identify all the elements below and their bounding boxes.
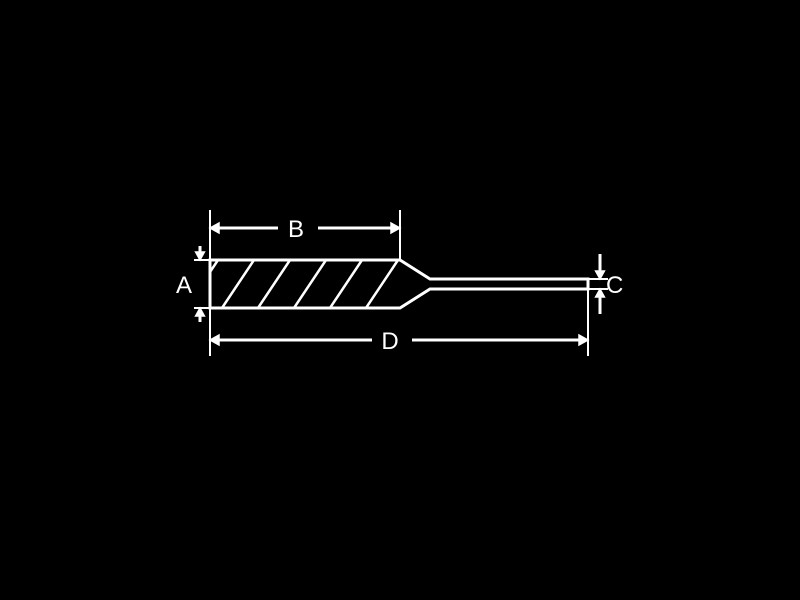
dim-label-d: D (381, 328, 398, 355)
dimension-diagram: A B C D (0, 0, 800, 600)
dim-label-b: B (288, 216, 304, 243)
dim-label-a: A (176, 272, 192, 299)
dim-label-c: C (606, 272, 623, 299)
